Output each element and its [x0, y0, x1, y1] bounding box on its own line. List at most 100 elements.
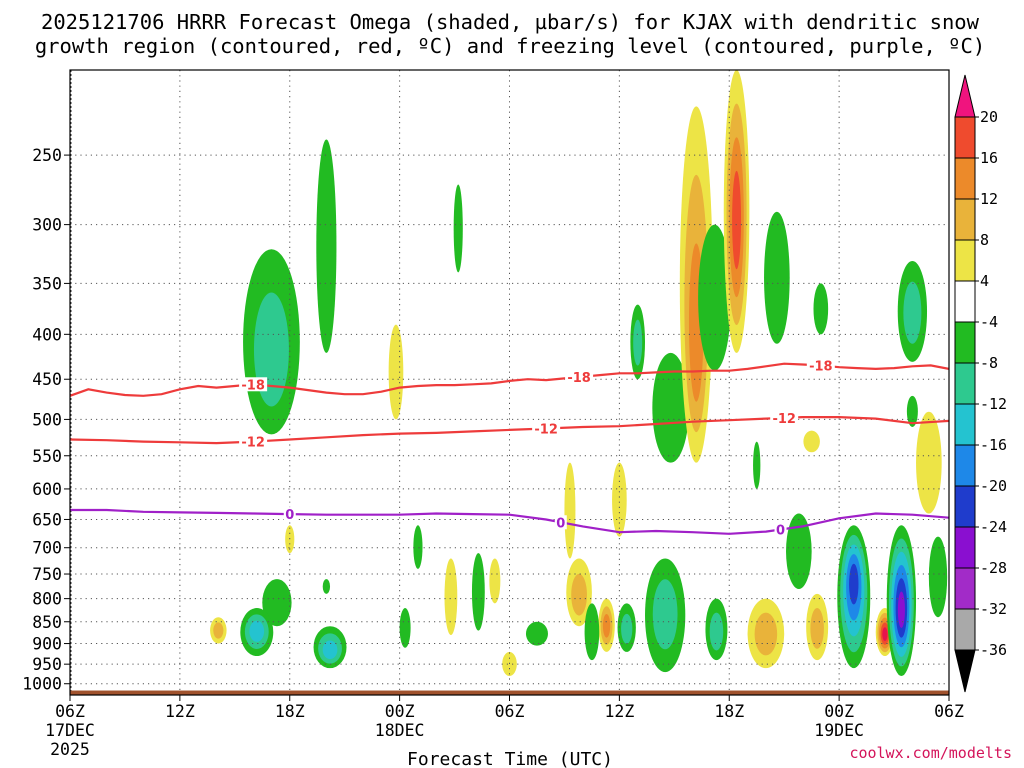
omega-cell-35-level-0 [285, 525, 295, 554]
colorbar-box-5 [954, 321, 976, 364]
colorbar-box-12 [954, 608, 976, 651]
omega-cell-14-level-0 [813, 283, 829, 335]
omega-cell-32-level-0 [413, 525, 423, 569]
colorbar: 20 16 12 8 4 -4 -8 -12 -16 -20 -24 -28 -32 -36 [954, 74, 1007, 693]
contour-label-7: 0 [556, 516, 565, 531]
chart-title-line1: 2025121706 HRRR Forecast Omega (shaded, … [41, 10, 980, 34]
omega-cell-23-level-1 [652, 579, 678, 650]
omega-cell-21-level-1 [754, 612, 778, 656]
omega-cell-39-level-0 [906, 395, 918, 427]
colorbar-box-0 [954, 116, 976, 159]
colorbar-box-6 [954, 362, 976, 405]
x-tick-sublabel-3: 18DEC [375, 721, 425, 740]
contour-label-bg-0 [239, 377, 268, 392]
colorbar-label-3: 8 [980, 231, 989, 249]
contour-line-0 [70, 362, 949, 397]
y-tick-label-0: 250 [32, 146, 62, 165]
omega-cell-30-level-0 [399, 608, 411, 648]
omega-cell-15-level-1 [903, 281, 922, 344]
omega-cell-34-level-0 [444, 558, 458, 635]
grid-lines [70, 70, 949, 695]
colorbar-label-11: -28 [980, 559, 1007, 577]
y-tick-label-4: 450 [32, 370, 62, 389]
chart-title-line2: growth region (contoured, red, ºC) and f… [35, 34, 985, 58]
contour-line-1 [70, 416, 949, 445]
y-tick-label-14: 950 [32, 655, 62, 674]
colorbar-box-9 [954, 485, 976, 528]
colorbar-box-2 [954, 198, 976, 241]
omega-cell-7-level-0 [453, 184, 463, 273]
omega-cell-27-level-0 [584, 603, 600, 661]
colorbar-label-0: 20 [980, 108, 998, 126]
omega-shading [210, 70, 948, 677]
colorbar-label-4: 4 [980, 272, 989, 290]
x-tick-sublabel-0: 17DEC [45, 721, 95, 740]
y-tick-label-1: 300 [32, 216, 62, 235]
omega-cell-12-level-3 [732, 170, 742, 270]
omega-cell-16-level-0 [916, 411, 942, 514]
x-tick-label-4: 06Z [495, 702, 525, 721]
colorbar-label-13: -36 [980, 641, 1007, 659]
contour-label-bg-7 [554, 515, 567, 530]
omega-cell-9-level-0 [652, 352, 689, 463]
omega-cell-41-level-0 [753, 441, 761, 489]
contour-line-2 [70, 508, 949, 535]
omega-cell-42-level-0 [612, 462, 627, 537]
omega-cell-6-level-0 [388, 324, 404, 420]
y-tick-label-6: 550 [32, 447, 62, 466]
colorbar-bottom-arrow [954, 649, 976, 693]
y-axis: 250 300 350 400 450 500 550 600 650 700 750 800 850 9… [22, 146, 70, 694]
x-tick-label-1: 12Z [165, 702, 195, 721]
x-tick-sublabel-7: 19DEC [814, 721, 864, 740]
x-tick-label-6: 18Z [714, 702, 744, 721]
y-tick-label-15: 1000 [22, 675, 62, 694]
surface-band [70, 690, 949, 695]
contour-label-8: 0 [776, 524, 785, 539]
contour-label-2: -18 [809, 359, 833, 374]
contour-label-bg-4 [532, 421, 561, 436]
contour-label-bg-8 [774, 522, 787, 537]
colorbar-top-arrow [954, 74, 976, 118]
contour-label-0: -18 [241, 378, 265, 393]
contour-label-3: -12 [241, 436, 265, 451]
y-tick-label-5: 500 [32, 410, 62, 429]
omega-cell-13-level-0 [764, 211, 790, 344]
y-tick-label-3: 400 [32, 325, 62, 344]
colorbar-box-7 [954, 403, 976, 446]
x-tick-sublabel2-0: 2025 [50, 740, 90, 759]
omega-cell-26-level-1 [571, 573, 587, 616]
y-tick-label-12: 850 [32, 613, 62, 632]
omega-cell-43-level-0 [564, 462, 576, 559]
colorbar-box-8 [954, 444, 976, 487]
x-axis-label: Forecast Time (UTC) [407, 749, 613, 768]
y-tick-label-2: 350 [32, 274, 62, 293]
omega-cell-8-level-1 [633, 319, 643, 366]
surface-terrain [70, 690, 949, 695]
omega-cell-38-level-0 [928, 536, 948, 618]
colorbar-label-6: -8 [980, 354, 998, 372]
omega-cell-37-level-0 [786, 513, 812, 589]
x-tick-label-5: 12Z [604, 702, 634, 721]
omega-cell-5-level-1 [213, 622, 224, 639]
x-tick-label-0: 06Z [55, 702, 85, 721]
omega-cell-25-level-2 [602, 613, 611, 638]
omega-cell-20-level-1 [810, 607, 824, 649]
colorbar-label-12: -32 [980, 600, 1007, 618]
omega-cell-2-level-0 [262, 579, 292, 627]
colorbar-label-9: -20 [980, 477, 1007, 495]
colorbar-label-7: -12 [980, 395, 1007, 413]
omega-cell-22-level-1 [709, 612, 724, 651]
colorbar-label-8: -16 [980, 436, 1007, 454]
colorbar-label-10: -24 [980, 518, 1007, 536]
omega-cell-3-level-2 [249, 620, 265, 642]
contour-label-4: -12 [534, 422, 558, 437]
omega-cell-1-level-0 [316, 139, 337, 353]
omega-cell-18-level-4 [882, 627, 888, 642]
colorbar-box-3 [954, 239, 976, 282]
omega-cell-36-level-0 [322, 579, 331, 594]
omega-cell-19-level-5 [897, 591, 905, 629]
credit-link[interactable]: coolwx.com/modelts [849, 744, 1012, 762]
x-tick-label-8: 06Z [934, 702, 964, 721]
colorbar-label-2: 12 [980, 190, 998, 208]
